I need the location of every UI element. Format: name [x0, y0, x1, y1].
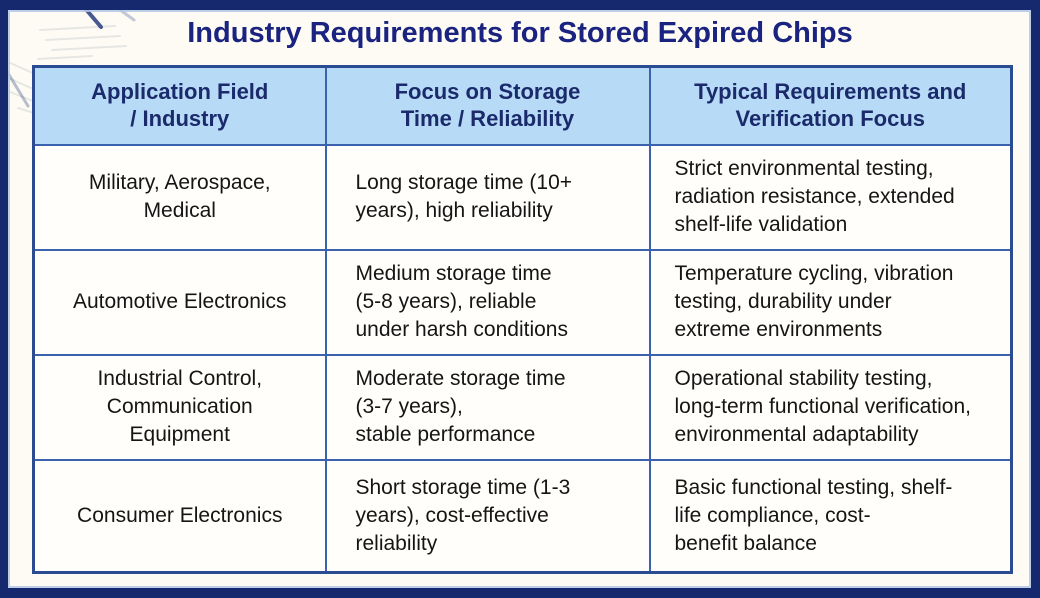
- cell-industry: Consumer Electronics: [32, 458, 327, 574]
- header-cell-storage-focus: Focus on Storage Time / Reliability: [324, 65, 651, 146]
- header-cell-application-field: Application Field / Industry: [32, 65, 327, 146]
- table-row-industrial-communication: Industrial Control, Communication Equipm…: [32, 353, 1013, 461]
- cell-requirements: Strict environmental testing, radiation …: [648, 143, 1013, 251]
- table-row-automotive-electronics: Automotive Electronics Medium storage ti…: [32, 248, 1013, 356]
- cell-requirements: Temperature cycling, vibration testing, …: [648, 248, 1013, 356]
- page-title: Industry Requirements for Stored Expired…: [187, 17, 853, 49]
- cell-industry: Automotive Electronics: [32, 248, 327, 356]
- header-cell-verification-focus: Typical Requirements and Verification Fo…: [648, 65, 1013, 146]
- cell-storage-focus: Moderate storage time (3-7 years), stabl…: [324, 353, 651, 461]
- cell-requirements: Basic functional testing, shelf- life co…: [648, 458, 1013, 574]
- cell-storage-focus: Short storage time (1-3 years), cost-eff…: [324, 458, 651, 574]
- cell-industry: Industrial Control, Communication Equipm…: [32, 353, 327, 461]
- cell-industry: Military, Aerospace, Medical: [32, 143, 327, 251]
- table-row-military-aerospace-medical: Military, Aerospace, Medical Long storag…: [32, 143, 1013, 251]
- cell-storage-focus: Medium storage time (5-8 years), reliabl…: [324, 248, 651, 356]
- cell-storage-focus: Long storage time (10+ years), high reli…: [324, 143, 651, 251]
- header-row: Application Field / Industry Focus on St…: [32, 65, 1013, 146]
- cell-requirements: Operational stability testing, long-term…: [648, 353, 1013, 461]
- requirements-table: Application Field / Industry Focus on St…: [32, 65, 1013, 574]
- table-row-consumer-electronics: Consumer Electronics Short storage time …: [32, 458, 1013, 574]
